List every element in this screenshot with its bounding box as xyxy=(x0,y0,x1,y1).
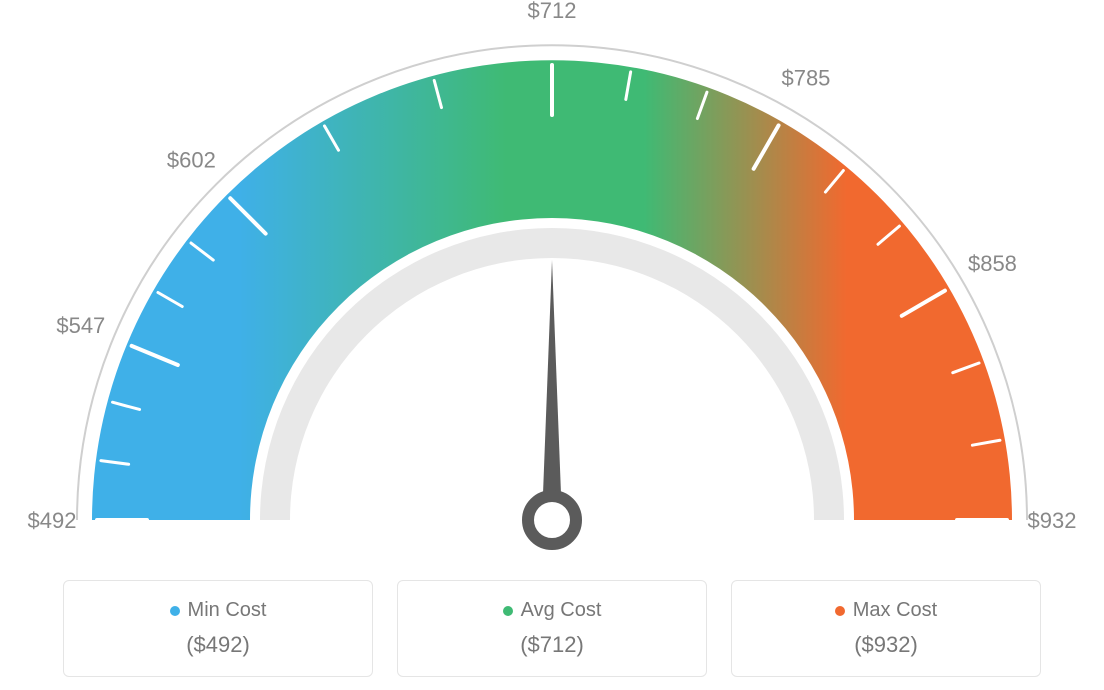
legend-card-max: Max Cost ($932) xyxy=(731,580,1041,677)
svg-text:$712: $712 xyxy=(528,0,577,23)
legend-title-text: Min Cost xyxy=(188,599,267,622)
svg-text:$602: $602 xyxy=(167,147,216,172)
dot-icon xyxy=(170,606,180,616)
legend-row: Min Cost ($492) Avg Cost ($712) Max Cost… xyxy=(0,560,1104,677)
dot-icon xyxy=(835,606,845,616)
legend-value-avg: ($712) xyxy=(410,632,694,658)
gauge-chart: $492 $547 $602 $712 $785 $858 $932 xyxy=(0,0,1104,560)
legend-card-min: Min Cost ($492) xyxy=(63,580,373,677)
svg-text:$785: $785 xyxy=(781,66,830,91)
legend-card-avg: Avg Cost ($712) xyxy=(397,580,707,677)
svg-text:$932: $932 xyxy=(1028,508,1077,533)
legend-value-max: ($932) xyxy=(744,632,1028,658)
legend-title-min: Min Cost xyxy=(170,599,267,622)
legend-title-max: Max Cost xyxy=(835,599,937,622)
legend-value-min: ($492) xyxy=(76,632,360,658)
svg-text:$492: $492 xyxy=(28,508,77,533)
svg-text:$858: $858 xyxy=(968,251,1017,276)
dot-icon xyxy=(503,606,513,616)
legend-title-avg: Avg Cost xyxy=(503,599,602,622)
svg-text:$547: $547 xyxy=(56,313,105,338)
legend-title-text: Avg Cost xyxy=(521,599,602,622)
legend-title-text: Max Cost xyxy=(853,599,937,622)
gauge-svg: $492 $547 $602 $712 $785 $858 $932 xyxy=(0,0,1104,560)
